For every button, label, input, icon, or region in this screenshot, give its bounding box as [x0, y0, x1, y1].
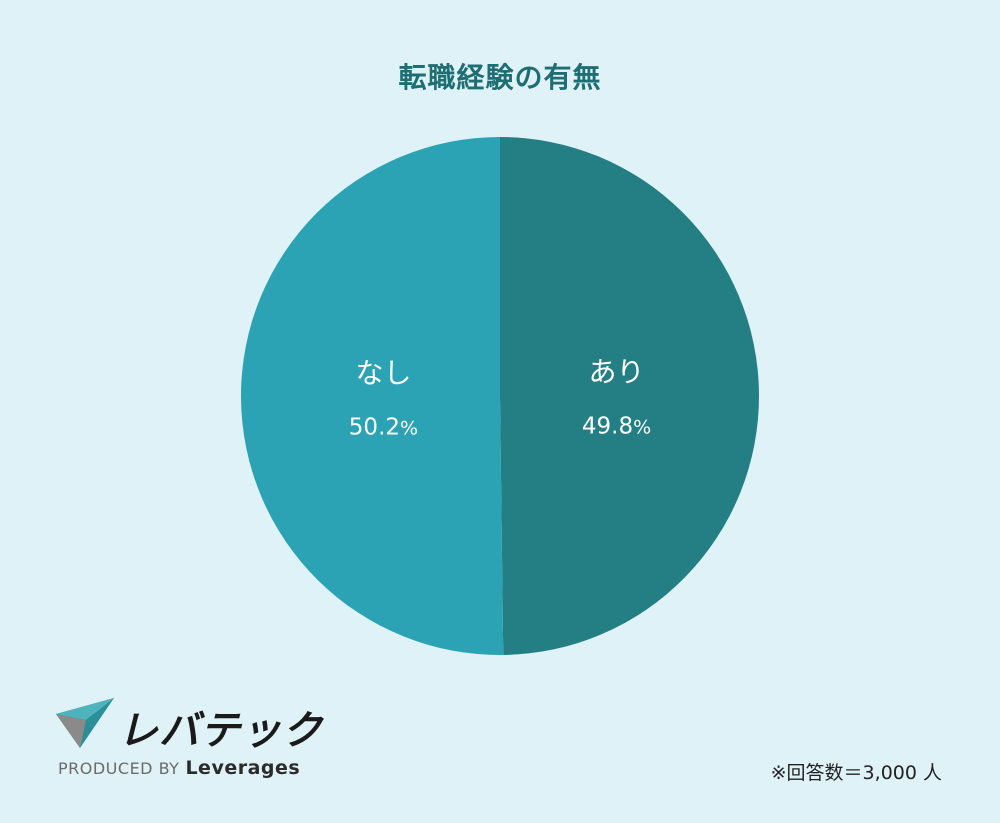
- slice-value-unit-1: %: [400, 418, 418, 440]
- produced-by-label: PRODUCED BY: [58, 759, 180, 778]
- slice-value-0: 49.8%: [582, 413, 651, 439]
- pie-slice-1: [240, 136, 504, 656]
- slice-value-number-1: 50.2: [349, 415, 400, 441]
- slice-value-1: 50.2%: [349, 415, 418, 441]
- slice-value-number-0: 49.8: [582, 413, 633, 439]
- logo-text: レバテック: [118, 708, 323, 754]
- slice-label-1: なし: [355, 357, 411, 390]
- brand-name: Leverages: [185, 757, 301, 779]
- respondent-count-note: ※回答数＝3,000 人: [770, 762, 942, 784]
- levtech-logo: レバテック PRODUCED BY Leverages: [56, 696, 322, 786]
- pie-slice-0: [500, 137, 759, 655]
- slice-value-unit-0: %: [633, 416, 651, 438]
- paper-plane-arrow-icon: [56, 698, 114, 748]
- produced-by-line: PRODUCED BY Leverages: [58, 757, 300, 779]
- slice-label-0: あり: [589, 355, 645, 388]
- chart-title: 転職経験の有無: [398, 61, 602, 94]
